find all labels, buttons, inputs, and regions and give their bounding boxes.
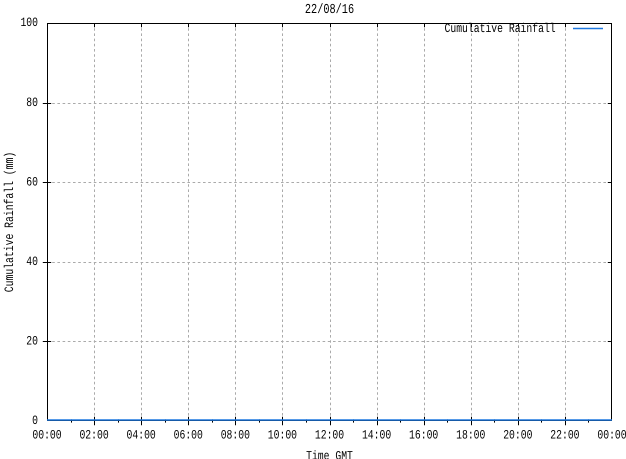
- svg-text:00:00: 00:00: [597, 428, 626, 443]
- svg-text:40: 40: [26, 254, 38, 269]
- svg-text:00:00: 00:00: [32, 428, 61, 443]
- svg-text:80: 80: [26, 95, 38, 110]
- svg-text:10:00: 10:00: [268, 428, 297, 443]
- svg-text:06:00: 06:00: [174, 428, 203, 443]
- svg-text:08:00: 08:00: [221, 428, 250, 443]
- svg-text:100: 100: [20, 15, 38, 30]
- svg-text:60: 60: [26, 174, 38, 189]
- svg-text:Cumulative Rainfall: Cumulative Rainfall: [445, 21, 556, 36]
- svg-text:18:00: 18:00: [456, 428, 485, 443]
- svg-text:20: 20: [26, 334, 38, 349]
- svg-text:Time GMT: Time GMT: [306, 449, 353, 459]
- svg-text:20:00: 20:00: [503, 428, 532, 443]
- svg-text:02:00: 02:00: [79, 428, 108, 443]
- svg-text:Cumulative Rainfall (mm): Cumulative Rainfall (mm): [2, 152, 17, 292]
- svg-text:12:00: 12:00: [315, 428, 344, 443]
- svg-text:22/08/16: 22/08/16: [305, 3, 354, 18]
- svg-text:14:00: 14:00: [362, 428, 391, 443]
- svg-text:16:00: 16:00: [409, 428, 438, 443]
- svg-text:22:00: 22:00: [550, 428, 579, 443]
- svg-text:04:00: 04:00: [127, 428, 156, 443]
- svg-text:0: 0: [32, 413, 38, 428]
